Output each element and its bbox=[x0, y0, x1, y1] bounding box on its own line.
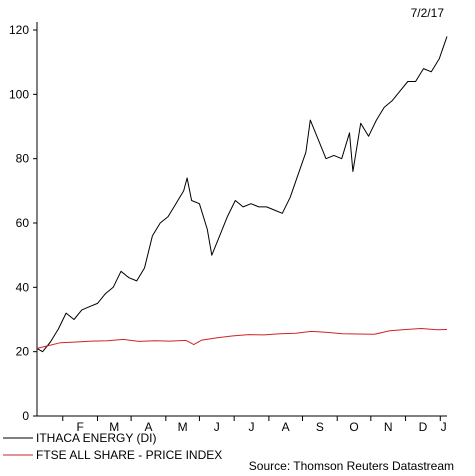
x-tick-label: M bbox=[178, 420, 188, 434]
y-tick-label: 60 bbox=[16, 216, 30, 230]
x-tick-label: M bbox=[109, 420, 119, 434]
x-tick-label: A bbox=[144, 420, 152, 434]
x-tick-label: S bbox=[316, 420, 324, 434]
x-tick-label: D bbox=[419, 420, 428, 434]
y-tick-label: 100 bbox=[9, 87, 29, 101]
series-line-ftse bbox=[36, 328, 448, 349]
x-tick-label: F bbox=[76, 420, 83, 434]
series-lines bbox=[36, 36, 448, 353]
y-tick-label: 20 bbox=[16, 345, 30, 359]
y-tick-label: 120 bbox=[9, 23, 29, 37]
x-tick-label: J bbox=[441, 420, 447, 434]
series-line-ithaca bbox=[36, 36, 448, 353]
legend-label-ftse: FTSE ALL SHARE - PRICE INDEX bbox=[36, 448, 222, 462]
x-tick-label: J bbox=[214, 420, 220, 434]
date-stamp: 7/2/17 bbox=[411, 6, 445, 20]
x-tick-label: O bbox=[349, 420, 358, 434]
x-tick-label: N bbox=[384, 420, 393, 434]
x-tick-label: A bbox=[282, 420, 290, 434]
y-tick-label: 40 bbox=[16, 280, 30, 294]
y-tick-label: 80 bbox=[16, 152, 30, 166]
y-axis: 0 20 40 60 80 100 120 bbox=[9, 22, 38, 423]
legend-label-ithaca: ITHACA ENERGY (DI) bbox=[36, 431, 156, 445]
y-tick-label: 0 bbox=[22, 409, 29, 423]
legend: ITHACA ENERGY (DI) FTSE ALL SHARE - PRIC… bbox=[3, 431, 222, 462]
x-tick-label: J bbox=[249, 420, 255, 434]
source-note: Source: Thomson Reuters Datastream bbox=[249, 459, 454, 473]
